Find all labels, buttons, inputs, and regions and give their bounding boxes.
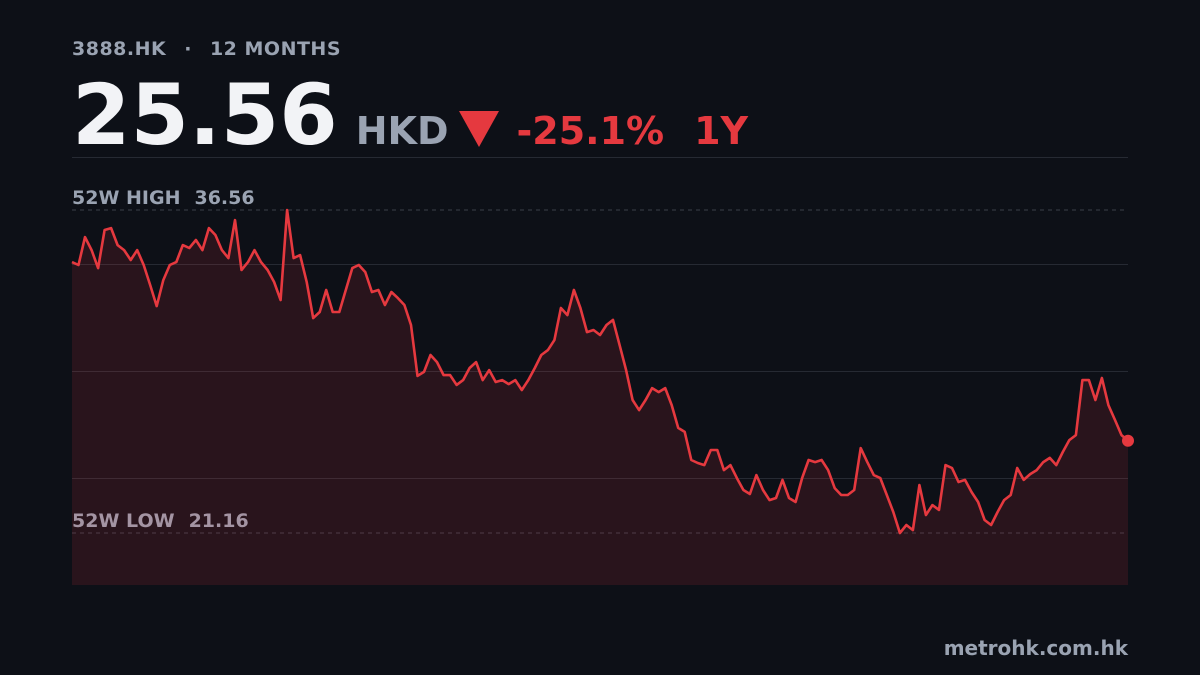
extreme-label: 52W LOW [72, 510, 175, 532]
period: 12 MONTHS [209, 38, 342, 60]
price-row: 25.56 HKD -25.1% 1Y [72, 66, 748, 164]
last-point [1122, 434, 1134, 447]
ticker: 3888.HK [72, 38, 167, 60]
separator: · [184, 38, 192, 60]
down-arrow [458, 111, 499, 147]
change: -25.1% [516, 109, 665, 153]
header-meta: 3888.HK · 12 MONTHS [72, 38, 359, 60]
price: 25.56 [72, 66, 338, 164]
extreme-value: 36.56 [194, 187, 254, 209]
range: 1Y [694, 109, 749, 153]
extreme-label: 52W HIGH [72, 187, 180, 209]
price-line [71, 208, 1129, 535]
currency: HKD [355, 109, 449, 153]
site: metrohk.com.hk [943, 636, 1128, 660]
extreme-value: 21.16 [189, 510, 249, 532]
area [72, 210, 1128, 585]
